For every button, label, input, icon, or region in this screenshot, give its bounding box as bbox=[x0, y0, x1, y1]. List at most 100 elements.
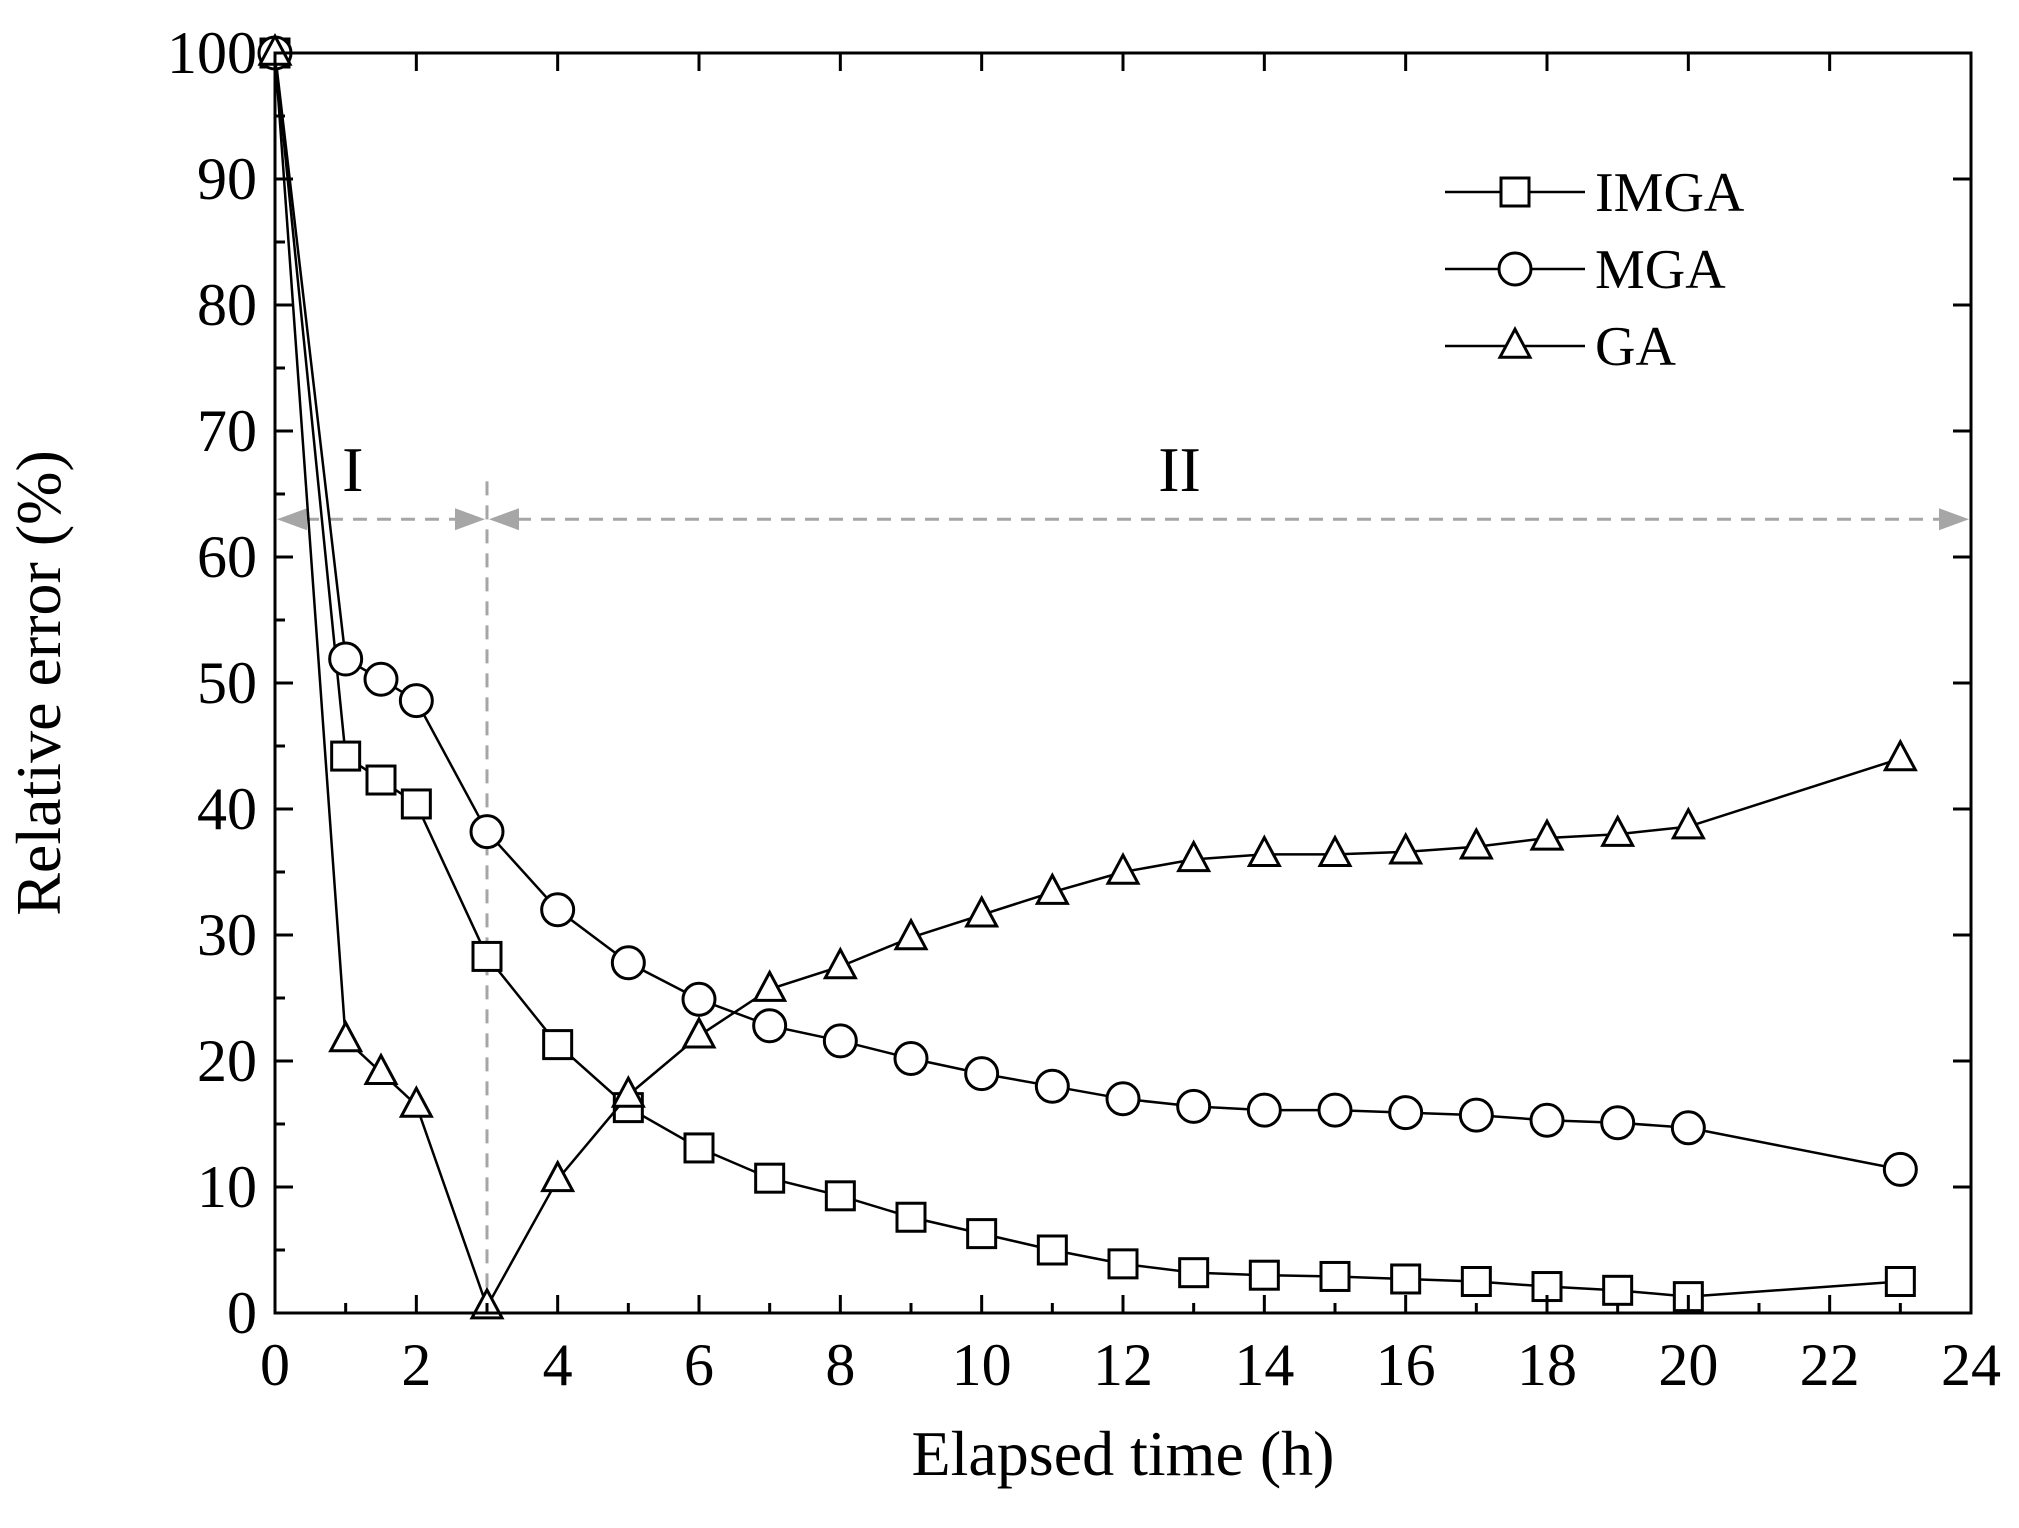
imga-point bbox=[824, 1180, 856, 1212]
ga-point bbox=[1882, 738, 1918, 772]
mga-point bbox=[398, 683, 434, 719]
x-tick-label: 24 bbox=[1941, 1332, 2001, 1398]
ga-point bbox=[540, 1159, 576, 1193]
ga-point bbox=[1105, 852, 1141, 885]
region-ii-arrowhead-left bbox=[489, 508, 519, 531]
mga-point bbox=[893, 1040, 929, 1076]
y-tick-label: 50 bbox=[197, 650, 257, 716]
y-tick-label: 80 bbox=[197, 272, 257, 338]
ga-point bbox=[1529, 818, 1565, 851]
legend-marker-ga bbox=[1497, 326, 1533, 359]
imga-point bbox=[1178, 1257, 1210, 1289]
ga-point bbox=[363, 1052, 399, 1086]
y-tick-label: 40 bbox=[197, 776, 257, 842]
imga-point bbox=[966, 1218, 998, 1250]
region-label-2: II bbox=[1158, 434, 1201, 505]
imga-point bbox=[330, 740, 362, 772]
mga-point bbox=[610, 945, 646, 981]
region-i-arrowhead-right bbox=[455, 508, 485, 531]
mga-point bbox=[469, 814, 505, 850]
legend-item-mga: MGA bbox=[1445, 239, 1726, 301]
mga-point bbox=[1529, 1102, 1565, 1138]
mga-point bbox=[328, 641, 364, 677]
legend-label-mga: MGA bbox=[1595, 239, 1726, 301]
ga-point bbox=[1600, 814, 1636, 847]
ga-point bbox=[752, 969, 788, 1002]
y-tick-label: 20 bbox=[197, 1028, 257, 1094]
imga-point bbox=[365, 764, 397, 796]
imga-point bbox=[1390, 1263, 1422, 1295]
legend: IMGA MGA GA bbox=[1445, 162, 1745, 378]
y-tick-label: 90 bbox=[197, 146, 257, 212]
imga-point bbox=[400, 788, 432, 820]
x-tick-label: 8 bbox=[825, 1332, 855, 1398]
y-axis-title: Relative error (%) bbox=[3, 450, 74, 916]
legend-marker-imga bbox=[1499, 176, 1531, 208]
ga-point bbox=[893, 917, 929, 951]
x-tick-label: 14 bbox=[1234, 1332, 1294, 1398]
x-tick-label: 20 bbox=[1658, 1332, 1718, 1398]
x-tick-label: 4 bbox=[543, 1332, 573, 1398]
imga-point bbox=[1319, 1260, 1351, 1292]
imga-point bbox=[1460, 1266, 1492, 1297]
x-tick-label: 2 bbox=[401, 1332, 431, 1398]
mga-point bbox=[822, 1023, 858, 1059]
imga-point bbox=[542, 1029, 574, 1061]
ga-point bbox=[964, 894, 1000, 928]
mga-point bbox=[1246, 1092, 1282, 1128]
legend-label-ga: GA bbox=[1595, 316, 1676, 378]
imga-point bbox=[1884, 1266, 1916, 1297]
ga-point bbox=[398, 1085, 434, 1118]
ga-point bbox=[1034, 872, 1070, 905]
mga-point bbox=[1176, 1088, 1212, 1124]
mga-point bbox=[964, 1056, 1000, 1092]
ga-point bbox=[681, 1015, 717, 1049]
legend-item-ga: GA bbox=[1445, 316, 1676, 378]
region-i-arrowhead-left bbox=[277, 508, 307, 531]
mga-point bbox=[363, 661, 399, 697]
y-tick-label: 70 bbox=[197, 398, 257, 464]
mga-point bbox=[1034, 1068, 1070, 1104]
mga-point bbox=[681, 981, 717, 1017]
imga-point bbox=[895, 1201, 927, 1233]
imga-point bbox=[1248, 1259, 1280, 1291]
x-tick-label: 10 bbox=[952, 1332, 1012, 1398]
mga-point bbox=[1600, 1105, 1636, 1141]
mga-point bbox=[1882, 1151, 1918, 1187]
ga-point bbox=[610, 1075, 646, 1108]
ga-point bbox=[1176, 839, 1212, 873]
mga-point bbox=[1317, 1092, 1353, 1128]
x-tick-label: 22 bbox=[1800, 1332, 1860, 1398]
ga-point bbox=[822, 946, 858, 980]
y-tick-label: 10 bbox=[197, 1154, 257, 1220]
y-tick-label: 60 bbox=[197, 524, 257, 590]
ga-point bbox=[1317, 834, 1353, 868]
mga-point bbox=[540, 892, 576, 928]
x-tick-label: 0 bbox=[260, 1332, 290, 1398]
tick-layer: 0 2 4 6 8 10 12 14 16 18 20 22 240102030405060708090… bbox=[167, 20, 2001, 1398]
ga-point bbox=[1458, 826, 1494, 860]
imga-point bbox=[1036, 1234, 1068, 1266]
series-mga bbox=[257, 35, 1918, 1187]
ga-point bbox=[1388, 831, 1424, 865]
imga-point bbox=[471, 940, 503, 972]
series-ga bbox=[257, 33, 1918, 1320]
annotation-layer: I II bbox=[277, 434, 1969, 1313]
ga-point bbox=[1246, 834, 1282, 868]
y-tick-label: 0 bbox=[227, 1280, 257, 1346]
mga-point bbox=[1458, 1097, 1494, 1133]
mga-point bbox=[752, 1008, 788, 1044]
x-tick-label: 6 bbox=[684, 1332, 714, 1398]
legend-marker-mga bbox=[1497, 251, 1533, 287]
imga-point bbox=[754, 1162, 786, 1194]
x-tick-label: 18 bbox=[1517, 1332, 1577, 1398]
ga-point bbox=[1670, 806, 1706, 840]
y-tick-label: 30 bbox=[197, 902, 257, 968]
x-axis-title: Elapsed time (h) bbox=[912, 1418, 1335, 1489]
legend-item-imga: IMGA bbox=[1445, 162, 1745, 224]
mga-point bbox=[1388, 1095, 1424, 1131]
region-label-1: I bbox=[342, 434, 363, 505]
imga-point bbox=[683, 1132, 715, 1164]
